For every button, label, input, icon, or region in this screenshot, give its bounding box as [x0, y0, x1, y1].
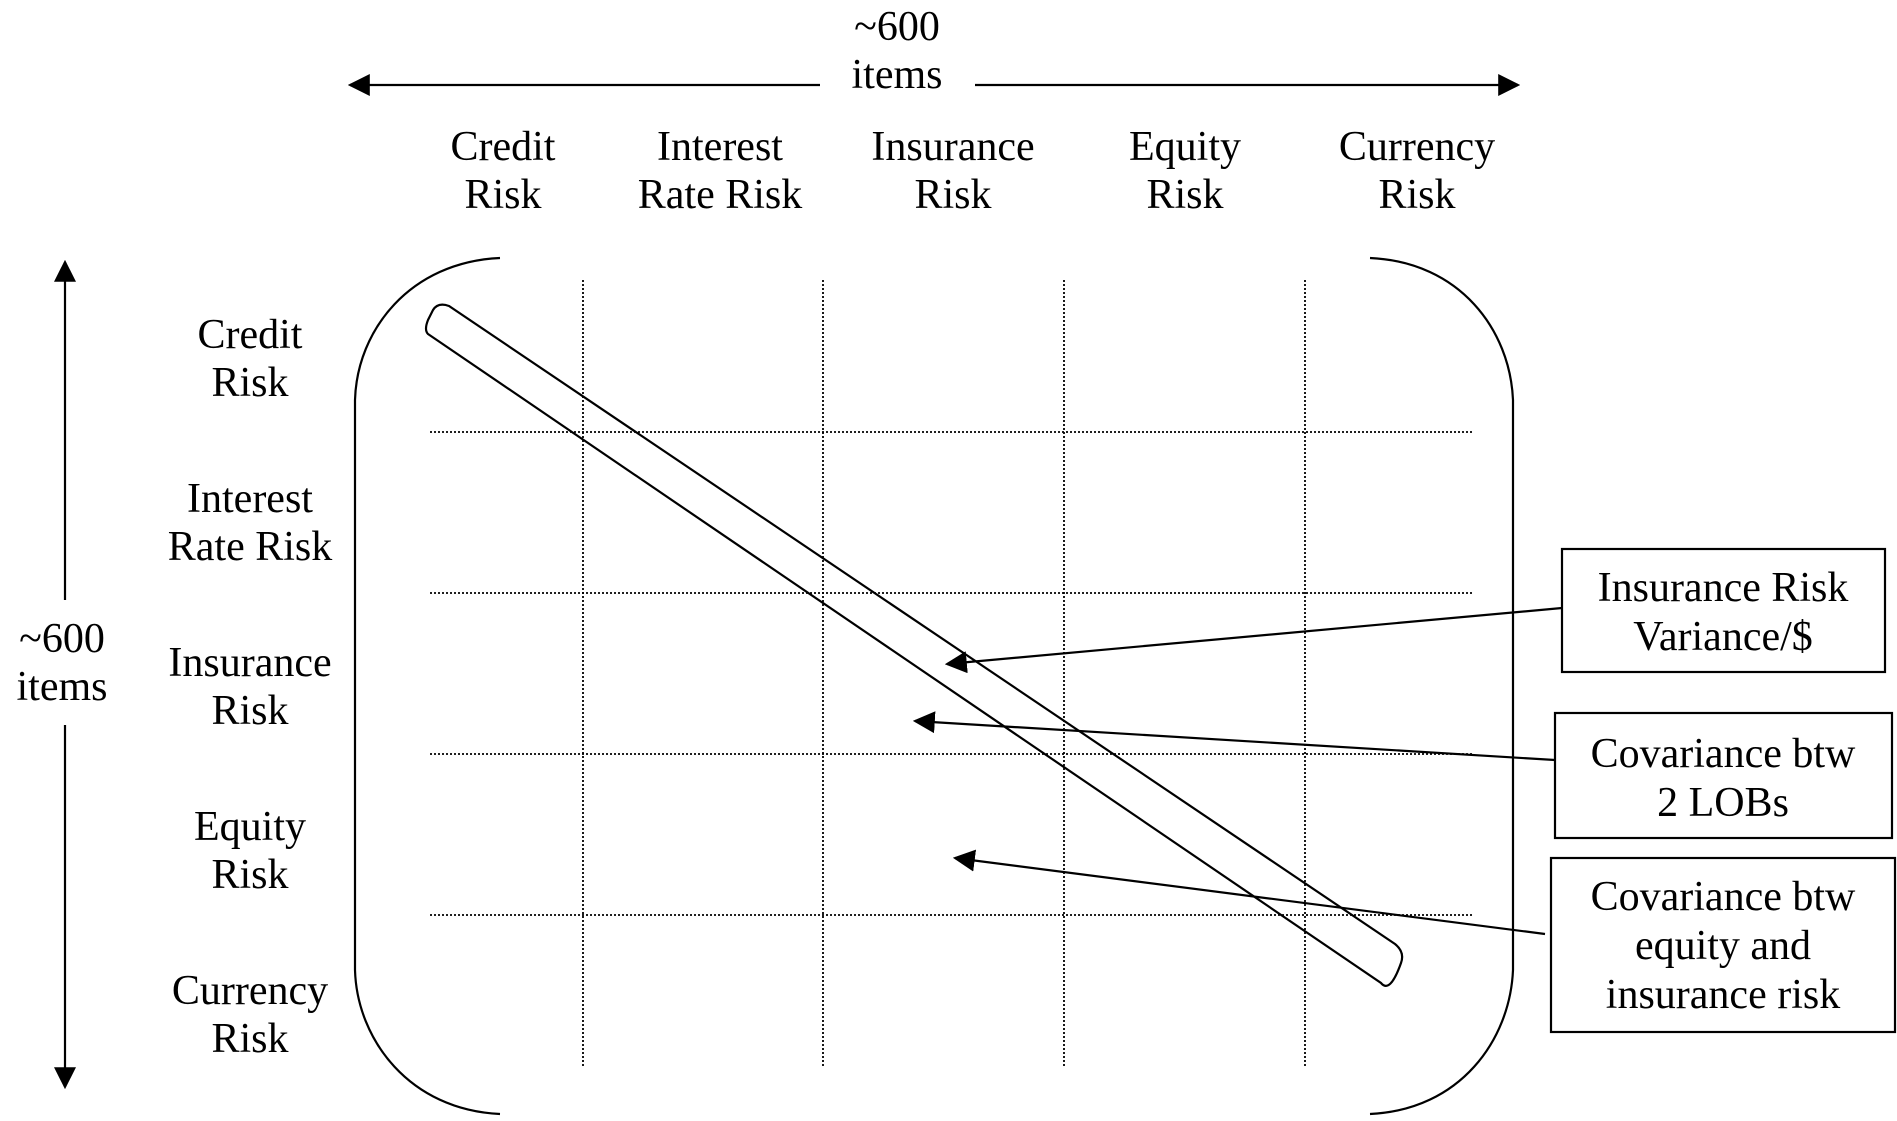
svg-text:Equity: Equity	[194, 804, 306, 850]
column-header-interest-rate-risk: Interest Rate Risk	[638, 124, 803, 218]
svg-text:2 LOBs: 2 LOBs	[1657, 780, 1789, 826]
svg-text:insurance risk: insurance risk	[1606, 972, 1840, 1018]
matrix-right-bracket	[1369, 256, 1515, 1116]
svg-text:Risk: Risk	[914, 172, 991, 218]
svg-text:Credit: Credit	[451, 124, 556, 170]
row-header-equity-risk: Equity Risk	[194, 804, 306, 898]
callout-covariance-equity-insurance: Covariance btw equity and insurance risk	[1549, 856, 1897, 1034]
diagonal-band	[424, 303, 1404, 987]
row-header-interest-rate-risk: Interest Rate Risk	[168, 476, 333, 570]
svg-text:Risk: Risk	[1146, 172, 1223, 218]
arrow-covariance-2-lobs	[912, 711, 1556, 762]
svg-text:Risk: Risk	[211, 360, 288, 406]
svg-text:Interest: Interest	[187, 476, 313, 522]
svg-text:Variance/$: Variance/$	[1633, 614, 1813, 660]
svg-text:Risk: Risk	[1378, 172, 1455, 218]
row-headers: Credit Risk Interest Rate Risk Insurance…	[168, 312, 333, 1062]
callout-insurance-risk-variance: Insurance Risk Variance/$	[1560, 547, 1887, 674]
svg-text:Risk: Risk	[211, 688, 288, 734]
row-header-insurance-risk: Insurance Risk	[168, 640, 331, 734]
column-header-insurance-risk: Insurance Risk	[871, 124, 1034, 218]
svg-text:Insurance: Insurance	[871, 124, 1034, 170]
svg-text:Currency: Currency	[1339, 124, 1495, 170]
matrix-grid-horizontal	[430, 431, 1473, 916]
svg-text:Credit: Credit	[198, 312, 303, 358]
matrix-left-bracket	[353, 256, 501, 1116]
callout-arrows	[912, 606, 1563, 936]
svg-text:Interest: Interest	[657, 124, 783, 170]
svg-text:equity and: equity and	[1635, 923, 1811, 969]
column-header-equity-risk: Equity Risk	[1129, 124, 1241, 218]
svg-text:Covariance btw: Covariance btw	[1591, 731, 1856, 777]
arrow-covariance-equity-insurance	[952, 849, 1546, 936]
left-dimension-arrow: ~600 items	[17, 259, 108, 1090]
svg-text:Currency: Currency	[172, 968, 328, 1014]
svg-text:Insurance Risk: Insurance Risk	[1598, 565, 1849, 611]
svg-text:Risk: Risk	[211, 1016, 288, 1062]
svg-text:Risk: Risk	[211, 852, 288, 898]
matrix-grid-vertical	[582, 280, 1306, 1068]
top-dimension-unit: items	[852, 52, 943, 98]
column-header-credit-risk: Credit Risk	[451, 124, 556, 218]
row-header-currency-risk: Currency Risk	[172, 968, 328, 1062]
svg-text:Rate Risk: Rate Risk	[638, 172, 803, 218]
callout-box	[1549, 856, 1897, 1034]
top-dimension-count: ~600	[854, 4, 940, 50]
svg-text:Risk: Risk	[464, 172, 541, 218]
left-dimension-count: ~600	[19, 616, 105, 662]
callout-box	[1553, 711, 1894, 840]
callout-covariance-2-lobs: Covariance btw 2 LOBs	[1553, 711, 1894, 840]
column-headers: Credit Risk Interest Rate Risk Insurance…	[451, 124, 1496, 218]
row-header-credit-risk: Credit Risk	[198, 312, 303, 406]
svg-text:Rate Risk: Rate Risk	[168, 524, 333, 570]
column-header-currency-risk: Currency Risk	[1339, 124, 1495, 218]
top-dimension-arrow: ~600 items	[347, 4, 1521, 98]
svg-text:Covariance btw: Covariance btw	[1591, 874, 1856, 920]
arrow-insurance-variance	[944, 606, 1563, 674]
callout-box	[1560, 547, 1887, 674]
svg-text:Equity: Equity	[1129, 124, 1241, 170]
left-dimension-unit: items	[17, 664, 108, 710]
svg-text:Insurance: Insurance	[168, 640, 331, 686]
